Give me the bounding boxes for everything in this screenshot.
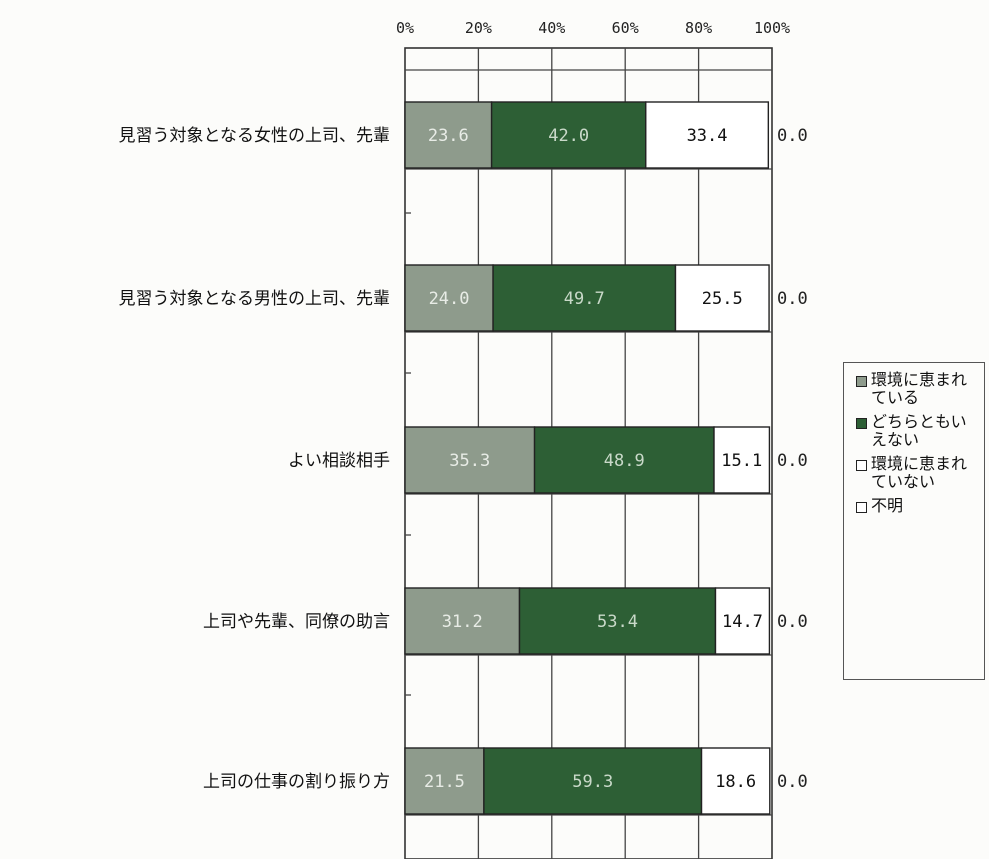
bar-segment (404, 587, 521, 655)
x-tick-label: 40% (538, 19, 565, 37)
legend-label: 不明 (871, 496, 904, 515)
bar-value-label: 18.6 (715, 772, 756, 792)
x-axis-ticks: 0% 20% 40% 60% 80% 100% (396, 19, 790, 37)
bar-value-label: 48.9 (604, 451, 645, 471)
legend-item-unfavorable: 環境に恵まれていない (856, 455, 980, 491)
bar-value-label: 35.3 (449, 451, 490, 471)
bar-segment (533, 426, 715, 494)
category-label: 上司の仕事の割り振り方 (203, 772, 390, 792)
bar-value-label: 15.1 (721, 451, 762, 471)
legend-swatch-white (856, 502, 867, 513)
x-tick-label: 20% (465, 19, 492, 37)
bar-value-label: 14.7 (722, 612, 763, 632)
bar-segment (645, 101, 770, 169)
bar-segment (404, 747, 485, 815)
bar-segment (713, 426, 771, 494)
bars: 23.6 42.0 33.4 0.0 24.0 49.7 25.5 0.0 35.3 48.9 15… (404, 101, 808, 815)
bar-segment (700, 747, 771, 815)
x-tick-label: 0% (396, 19, 414, 37)
bar-value-label-zero: 0.0 (777, 289, 808, 309)
bar-value-label: 23.6 (428, 126, 469, 146)
bar-segment (404, 264, 494, 332)
category-label: よい相談相手 (288, 451, 390, 471)
x-tick-label: 80% (685, 19, 712, 37)
bar-segment (674, 264, 770, 332)
bar-value-label: 21.5 (424, 772, 465, 792)
bar-value-label-zero: 0.0 (777, 772, 808, 792)
bar-value-label: 24.0 (429, 289, 470, 309)
bar-value-label-zero: 0.0 (777, 126, 808, 146)
bar-value-label: 49.7 (564, 289, 605, 309)
bar-value-label: 59.3 (572, 772, 613, 792)
legend-label: 環境に恵まれていない (871, 454, 968, 491)
bar-segment (404, 426, 536, 494)
chart-legend: 環境に恵まれている どちらともいえない 環境に恵まれていない 不明 (843, 362, 985, 680)
bar-segment (404, 101, 493, 169)
legend-item-neutral: どちらともいえない (856, 413, 980, 449)
x-tick-label: 100% (754, 19, 790, 37)
legend-label: どちらともいえない (871, 412, 967, 449)
legend-item-favorable: 環境に恵まれている (856, 371, 980, 407)
legend-item-unknown: 不明 (856, 497, 980, 515)
category-label: 見習う対象となる男性の上司、先輩 (119, 289, 391, 309)
bar-segment (483, 747, 703, 815)
legend-label: 環境に恵まれている (871, 370, 968, 407)
legend-swatch-white (856, 460, 867, 471)
category-labels: 見習う対象となる女性の上司、先輩見習う対象となる男性の上司、先輩よい相談相手上司… (119, 126, 391, 792)
legend-swatch-gray (856, 376, 867, 387)
bar-segment (714, 587, 771, 655)
bar-value-label: 25.5 (702, 289, 743, 309)
bar-value-label-zero: 0.0 (777, 612, 808, 632)
category-label: 見習う対象となる女性の上司、先輩 (119, 126, 391, 146)
x-tick-label: 60% (612, 19, 639, 37)
bar-value-label: 31.2 (442, 612, 483, 632)
bar-segment (492, 264, 677, 332)
bar-value-label: 42.0 (548, 126, 589, 146)
category-label: 上司や先輩、同僚の助言 (203, 612, 390, 632)
bar-segment (518, 587, 717, 655)
legend-swatch-green (856, 418, 867, 429)
bar-value-label: 53.4 (597, 612, 638, 632)
bar-value-label-zero: 0.0 (777, 451, 808, 471)
bar-value-label: 33.4 (687, 126, 728, 146)
